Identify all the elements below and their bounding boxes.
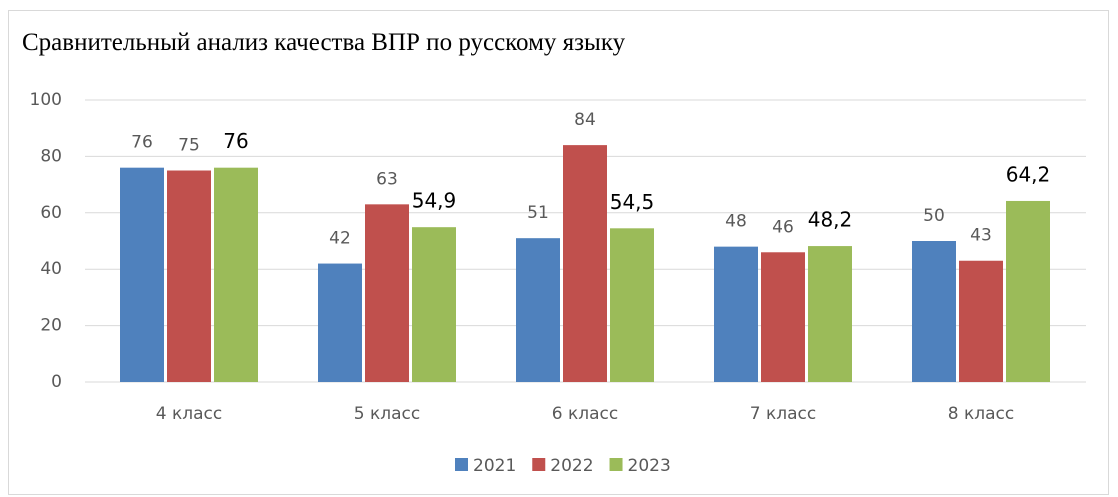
legend-label: 2021	[473, 456, 516, 476]
data-label: 54,5	[610, 190, 655, 214]
x-tick-label: 4 класс	[156, 404, 222, 424]
data-label: 48,2	[808, 208, 853, 232]
chart-title: Сравнительный анализ качества ВПР по рус…	[22, 29, 626, 56]
data-label: 76	[223, 129, 248, 153]
bar	[214, 167, 258, 382]
data-label: 64,2	[1006, 162, 1051, 186]
data-label: 84	[574, 110, 596, 130]
bar	[714, 246, 758, 382]
data-label: 63	[376, 169, 398, 189]
bar	[365, 204, 409, 382]
data-label: 43	[970, 226, 992, 246]
x-tick-label: 6 класс	[552, 404, 618, 424]
bar	[610, 228, 654, 382]
data-label: 54,9	[412, 189, 457, 213]
y-tick-label: 100	[30, 90, 62, 110]
data-label: 46	[772, 217, 794, 237]
bar	[808, 246, 852, 382]
data-label: 48	[725, 212, 747, 232]
y-tick-label: 20	[40, 316, 62, 336]
legend-label: 2022	[550, 456, 593, 476]
y-tick-label: 60	[40, 203, 62, 223]
bar	[120, 167, 164, 382]
y-tick-label: 40	[40, 259, 62, 279]
bar	[959, 260, 1003, 382]
data-label: 42	[329, 229, 351, 249]
bar	[912, 241, 956, 382]
bar	[167, 170, 211, 382]
bar	[516, 238, 560, 382]
x-tick-label: 5 класс	[354, 404, 420, 424]
data-label: 76	[131, 133, 153, 153]
legend-swatch	[532, 458, 546, 471]
legend-swatch	[609, 458, 623, 471]
bar	[761, 252, 805, 382]
legend-swatch	[455, 458, 468, 471]
x-tick-label: 7 класс	[750, 404, 816, 424]
y-tick-label: 80	[40, 146, 62, 166]
bar	[563, 145, 607, 382]
bar	[412, 227, 456, 382]
legend-label: 2023	[628, 456, 671, 476]
x-tick-label: 8 класс	[948, 404, 1014, 424]
data-label: 50	[923, 206, 945, 226]
data-label: 51	[527, 203, 549, 223]
data-label: 75	[178, 136, 200, 156]
y-tick-label: 0	[51, 372, 62, 392]
bar	[318, 263, 362, 382]
bar	[1006, 200, 1050, 382]
